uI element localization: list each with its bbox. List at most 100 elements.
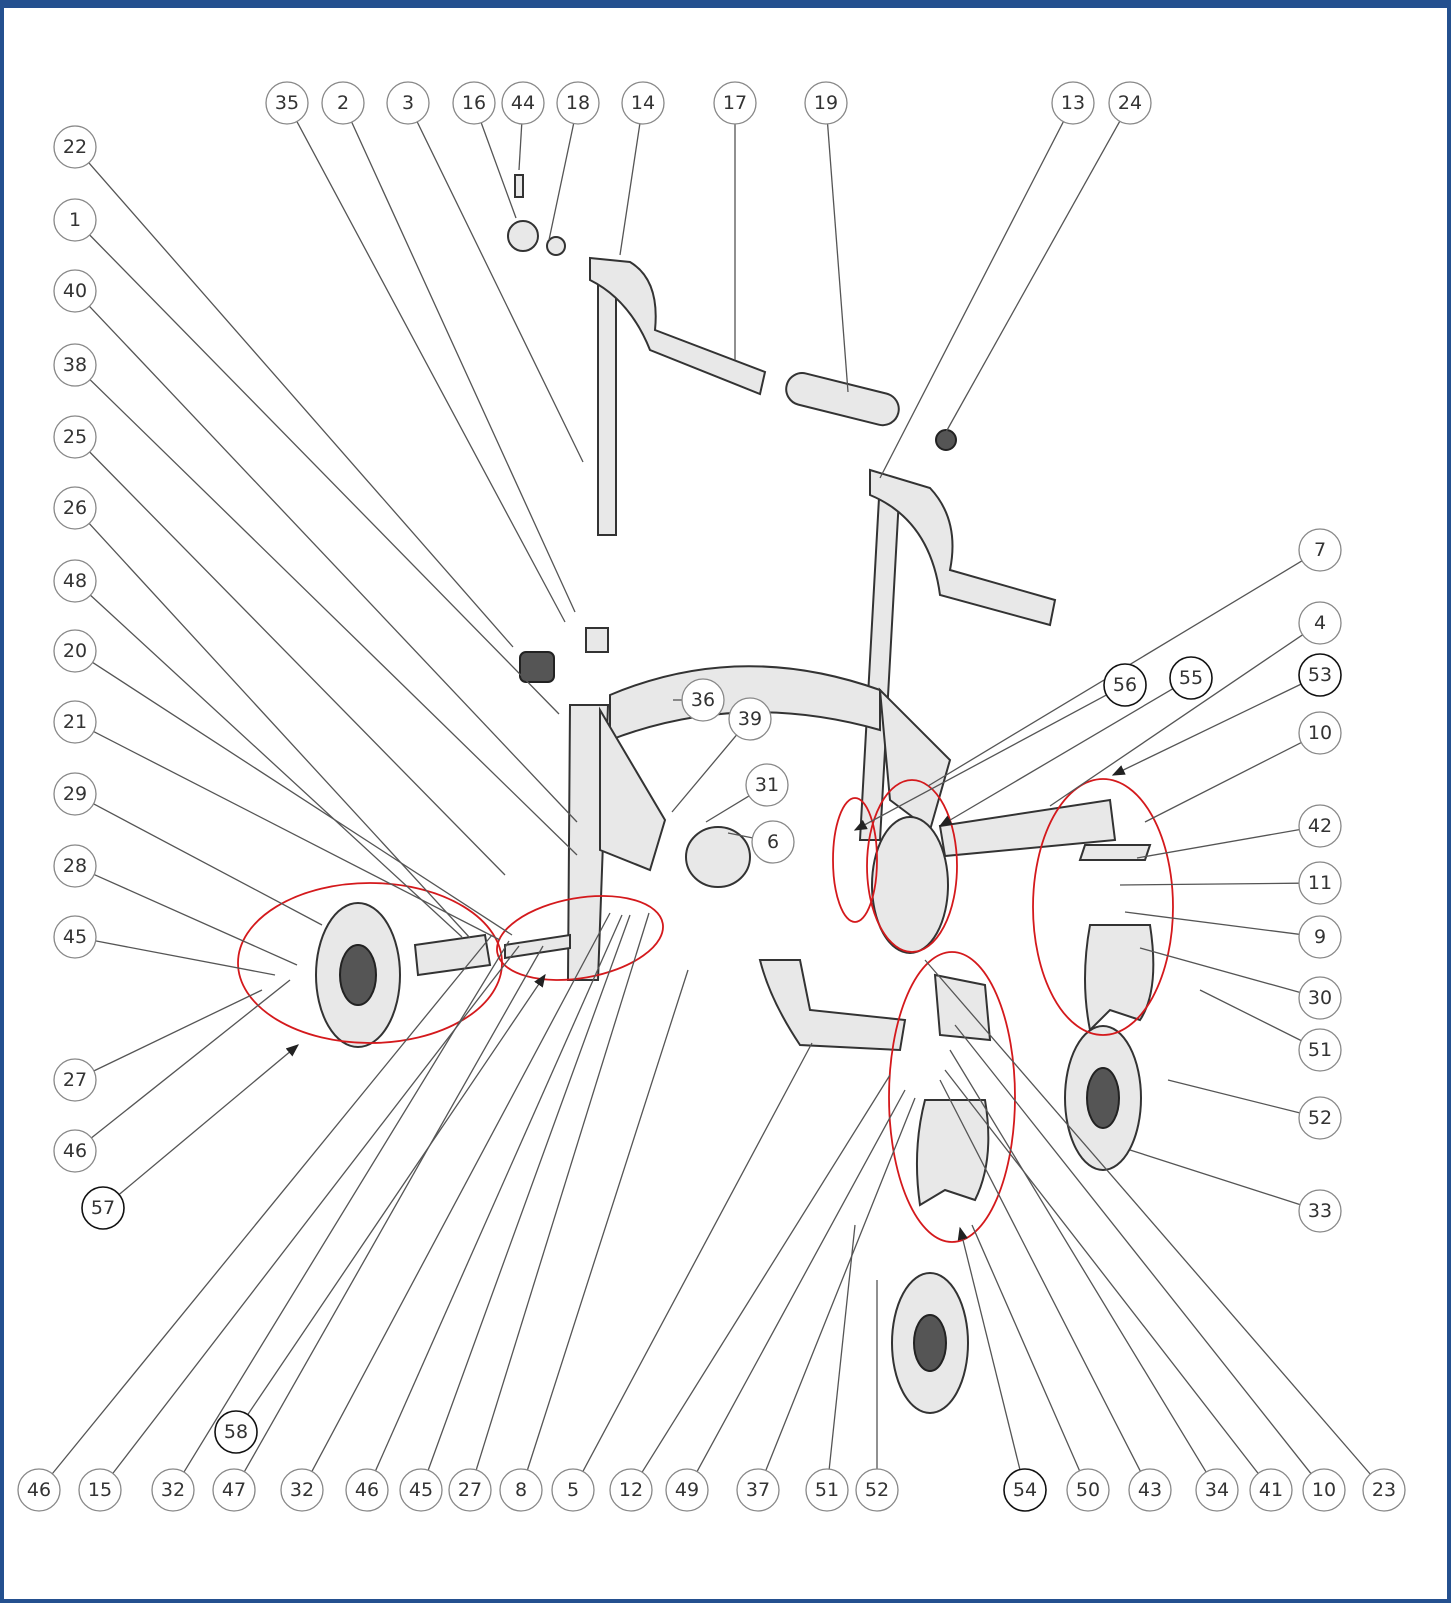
leader-line [94,804,322,925]
balloon-label: 50 [1076,1479,1100,1501]
balloon-label: 45 [63,926,87,948]
leader-line [697,1090,905,1472]
leader-line [1200,990,1301,1041]
leader-line [90,380,577,855]
balloon-label: 8 [515,1479,527,1501]
balloon-label: 42 [1308,815,1332,837]
balloon-label: 19 [814,92,838,114]
balloon-label: 10 [1308,722,1332,744]
balloon-label: 14 [631,92,655,114]
frame-plate-right [880,690,950,830]
leader-line [90,595,462,937]
leader-line [89,523,470,938]
handle-tube [598,280,616,535]
grip [783,370,902,429]
balloon-label: 28 [63,855,87,877]
balloon-label: 18 [566,92,590,114]
balloon-label: 46 [355,1479,379,1501]
balloon-label: 5 [567,1479,579,1501]
balloon-label: 32 [161,1479,185,1501]
balloon-label: 48 [63,570,87,592]
leader-line [244,946,543,1472]
balloon-label: 25 [63,426,87,448]
leader-line [1130,1150,1300,1205]
balloon-label: 6 [767,831,779,853]
balloons: 3523164418141719132422140382526482021292… [18,82,1405,1511]
balloon-label: 36 [691,689,715,711]
balloon-label: 45 [409,1479,433,1501]
leader-line [90,235,559,714]
leader-line [94,990,262,1071]
balloon-label: 43 [1138,1479,1162,1501]
balloon-label: 24 [1118,92,1142,114]
leader-line [96,941,275,975]
clamp [508,221,538,251]
balloon-label: 39 [738,708,762,730]
diagram-frame: 3523164418141719132422140382526482021292… [0,0,1451,1603]
leader-line [352,122,575,612]
balloon-label: 52 [865,1479,889,1501]
leader-line [828,124,848,392]
balloon-label: 55 [1179,667,1203,689]
balloon-label: 34 [1205,1479,1229,1501]
balloon-label: 21 [63,711,87,733]
balloon-label: 13 [1061,92,1085,114]
balloon-label: 30 [1308,987,1332,1009]
leader-line [297,122,565,622]
end-cap [936,430,956,450]
balloon-label: 54 [1013,1479,1037,1501]
balloon-label: 44 [511,92,535,114]
leader-line [89,306,577,822]
balloon-label: 56 [1113,674,1137,696]
frame-plate [600,710,665,870]
leader-line [519,124,522,170]
balloon-label: 49 [675,1479,699,1501]
footrest [760,960,905,1050]
balloon-label: 3 [402,92,414,114]
balloon-label: 29 [63,783,87,805]
balloon-label: 31 [755,774,779,796]
leader-lines [52,121,1370,1474]
clip [586,628,608,652]
balloon-label: 52 [1308,1107,1332,1129]
leader-line [94,875,297,965]
balloon-label: 27 [63,1069,87,1091]
balloon-label: 17 [723,92,747,114]
balloon-label: 58 [224,1421,248,1443]
hub [914,1315,946,1371]
leader-line [583,1043,812,1471]
leader-line [1168,1080,1300,1113]
axle [415,935,490,975]
balloon-label: 11 [1308,872,1332,894]
leader-line [829,1225,855,1469]
balloon-label: 57 [91,1197,115,1219]
leader-line [706,796,749,822]
caster-fork [1085,925,1153,1030]
balloon-label: 2 [337,92,349,114]
leader-line [620,124,640,255]
balloon-label: 1 [69,209,81,231]
hub [1087,1068,1119,1128]
balloon-label: 16 [462,92,486,114]
balloon-label: 15 [88,1479,112,1501]
balloon-label: 38 [63,354,87,376]
screw [515,175,523,197]
leader-line [90,452,505,875]
balloon-label: 41 [1259,1479,1283,1501]
leader-line [1120,883,1299,885]
balloon-label: 26 [63,497,87,519]
leader-line [880,122,1063,478]
leader-line [476,913,649,1470]
handle-bar-right [870,470,1055,625]
balloon-label: 51 [815,1479,839,1501]
leader-line [960,1228,1020,1470]
balloon-label: 37 [746,1479,770,1501]
knob [520,652,554,682]
balloon-label: 9 [1314,926,1326,948]
leader-line [376,915,622,1471]
leader-line [1145,743,1301,822]
balloon-label: 23 [1372,1479,1396,1501]
balloon-label: 35 [275,92,299,114]
leader-line [91,980,290,1138]
